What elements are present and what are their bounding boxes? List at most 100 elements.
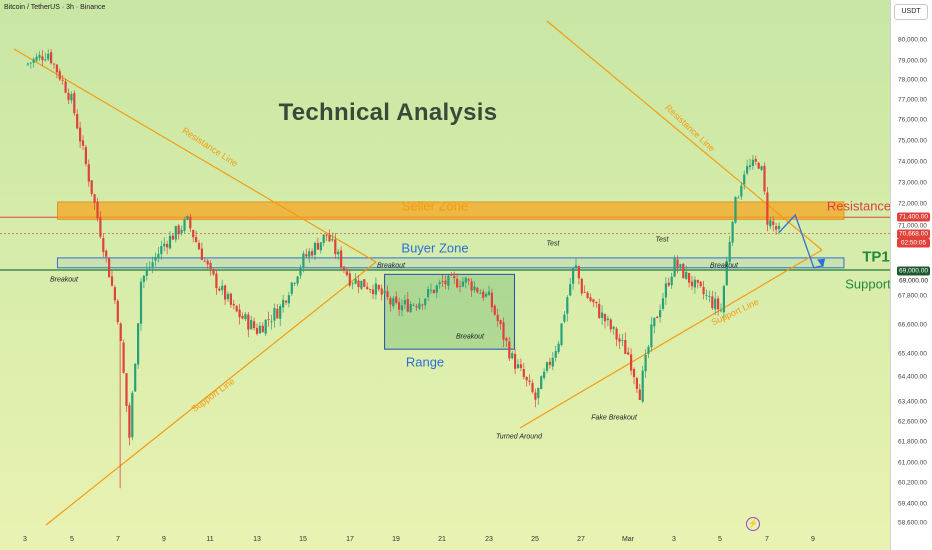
candle [206, 260, 209, 265]
candle [586, 292, 589, 298]
x-tick: 3 [672, 536, 676, 543]
candle [456, 278, 459, 288]
candle [534, 392, 537, 400]
candle [737, 197, 740, 199]
candle [476, 287, 479, 293]
candle [174, 226, 177, 240]
candle [313, 242, 317, 255]
currency-button[interactable]: USDT [894, 4, 928, 20]
range-label: Range [405, 354, 445, 370]
candle [52, 63, 56, 65]
candle [241, 315, 244, 319]
candle [192, 229, 195, 238]
resistance-trendline-left [13, 48, 377, 263]
breakout-left-label: Breakout [49, 276, 79, 284]
candle [180, 229, 183, 234]
candle [151, 262, 154, 267]
y-tick: 72,000.00 [898, 200, 927, 208]
candle [461, 281, 464, 287]
candle [200, 248, 203, 260]
candle [499, 320, 502, 324]
candle [751, 159, 754, 166]
candle [511, 353, 514, 359]
resistance-label: Resistance [826, 198, 892, 214]
y-tick: 76,000.00 [898, 116, 927, 124]
candle [331, 239, 334, 241]
candle [438, 282, 441, 285]
candle [777, 225, 781, 230]
candle [87, 164, 90, 182]
candle [325, 234, 328, 236]
candle [641, 370, 644, 402]
candle [29, 62, 32, 64]
candle [235, 305, 238, 312]
candle [569, 284, 572, 296]
candle [76, 114, 79, 129]
candle [589, 297, 592, 301]
candle [186, 215, 189, 220]
candle [502, 322, 505, 340]
candle [398, 302, 401, 310]
candle [656, 316, 659, 319]
candle [328, 234, 331, 242]
x-tick: 9 [811, 536, 815, 543]
candle [61, 79, 64, 81]
x-tick: 9 [162, 536, 166, 543]
candle [679, 264, 682, 267]
candle [119, 323, 122, 341]
candle [551, 357, 554, 367]
y-tick: 77,000.00 [898, 96, 927, 104]
candle [102, 238, 105, 253]
candle [525, 377, 528, 381]
candle [247, 314, 250, 330]
candle [719, 310, 723, 312]
candle [627, 352, 630, 355]
y-tick: 60,200.00 [898, 479, 927, 487]
candle [26, 63, 29, 65]
candle [270, 321, 273, 323]
y-tick: 74,000.00 [898, 158, 927, 166]
candle [612, 326, 615, 329]
candle [334, 239, 337, 255]
candle [273, 308, 276, 321]
candle [47, 53, 50, 60]
x-tick: 7 [765, 536, 769, 543]
x-tick: 11 [206, 536, 214, 543]
buyer-zone-label: Buyer Zone [401, 240, 469, 256]
candle [595, 301, 598, 304]
candle [748, 165, 752, 167]
candle [203, 260, 206, 262]
candle [340, 250, 343, 268]
candle [279, 306, 282, 319]
x-tick: 27 [577, 536, 585, 543]
candle [685, 271, 688, 279]
candle [435, 285, 438, 293]
candle [624, 340, 627, 354]
candle [253, 321, 256, 329]
candle [189, 216, 192, 229]
candle [79, 127, 82, 142]
candle [572, 268, 575, 284]
candle [743, 174, 746, 185]
flash-icon[interactable]: ⚡ [746, 517, 760, 531]
candle [96, 201, 99, 219]
y-tick: 79,000.00 [898, 57, 927, 65]
candle [409, 304, 412, 312]
candle [763, 165, 766, 192]
candle [183, 219, 186, 231]
projection-arrowhead [817, 258, 826, 268]
candle [386, 291, 389, 298]
candle [128, 405, 131, 438]
candle [496, 314, 499, 321]
y-tick: 58,600.00 [898, 519, 927, 527]
x-tick: 17 [346, 536, 354, 543]
candle [287, 295, 290, 304]
candle [110, 276, 114, 286]
candle [403, 300, 406, 305]
candle [163, 243, 166, 247]
candle [157, 253, 160, 259]
candle [351, 283, 354, 285]
plot-area[interactable] [0, 0, 890, 550]
candle [740, 185, 743, 197]
candle [638, 389, 641, 400]
